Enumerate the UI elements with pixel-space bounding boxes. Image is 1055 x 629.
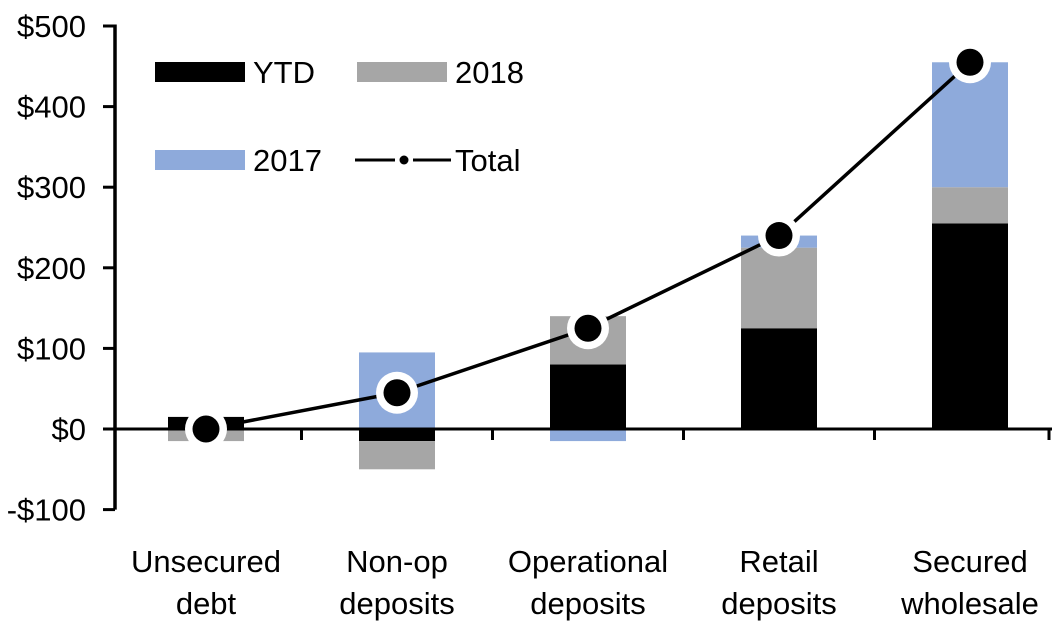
bar-segment-ytd-operational-deposits	[550, 364, 626, 429]
total-marker-secured-wholesale	[956, 48, 984, 76]
y-tick-label: -$100	[7, 493, 86, 528]
bar-segment-ytd-retail-deposits	[741, 328, 817, 429]
legend-item-2017-swatch	[155, 150, 245, 170]
legend-item-total-label: Total	[455, 143, 520, 178]
legend-item-ytd-swatch	[155, 62, 245, 82]
legend-item-ytd-label: YTD	[253, 55, 315, 90]
total-marker-operational-deposits	[574, 314, 602, 342]
total-marker-unsecured-debt	[192, 415, 220, 443]
x-category-label-non-op-deposits: Non-op	[346, 544, 448, 579]
bar-segment-ytd-non-op-deposits	[359, 429, 435, 442]
x-category-label-secured-wholesale: Secured	[912, 544, 1027, 579]
x-category-label-retail-deposits: deposits	[721, 586, 836, 621]
legend-item-2018-swatch	[357, 62, 447, 82]
x-category-label-operational-deposits: Operational	[508, 544, 668, 579]
bar-segment-2018-non-op-deposits	[359, 441, 435, 470]
legend-item-2017-label: 2017	[253, 143, 322, 178]
y-tick-label: $500	[17, 9, 86, 44]
legend-item-total-marker	[399, 155, 409, 165]
total-marker-non-op-deposits	[383, 379, 411, 407]
y-tick-label: $200	[17, 251, 86, 286]
x-category-label-non-op-deposits: deposits	[339, 586, 454, 621]
x-category-label-unsecured-debt: Unsecured	[131, 544, 281, 579]
total-marker-retail-deposits	[765, 222, 793, 250]
bar-segment-ytd-secured-wholesale	[932, 223, 1008, 429]
x-category-label-operational-deposits: deposits	[530, 586, 645, 621]
bar-segment-2018-secured-wholesale	[932, 187, 1008, 224]
bar-segment-2018-retail-deposits	[741, 247, 817, 329]
y-tick-label: $0	[52, 412, 86, 447]
bar-segment-2017-operational-deposits	[550, 429, 626, 442]
y-tick-label: $400	[17, 90, 86, 125]
y-tick-label: $300	[17, 170, 86, 205]
y-tick-label: $100	[17, 331, 86, 366]
x-category-label-unsecured-debt: debt	[176, 586, 237, 621]
x-category-label-retail-deposits: Retail	[739, 544, 818, 579]
x-category-label-secured-wholesale: wholesale	[900, 586, 1039, 621]
legend-item-2018-label: 2018	[455, 55, 524, 90]
